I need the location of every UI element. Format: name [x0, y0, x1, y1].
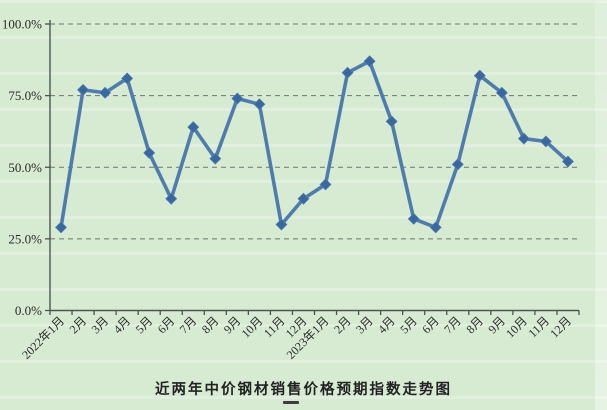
- price-index-line: [59, 59, 570, 230]
- x-axis-tick-label: 3月: [89, 314, 112, 337]
- data-point-marker: [253, 98, 266, 111]
- x-axis-tick-label: 3月: [353, 314, 376, 337]
- chart-title: 近两年中价钢材销售价格预期指数走势图: [155, 382, 452, 398]
- x-axis-tick-label: 6月: [419, 314, 442, 337]
- data-point-marker: [319, 178, 332, 191]
- data-point-marker: [517, 132, 530, 145]
- x-axis-tick-label: 2022年1月: [19, 314, 67, 362]
- x-axis-tick-label: 4月: [375, 314, 398, 337]
- x-axis-tick-label: 4月: [111, 314, 134, 337]
- x-axis-tick-label: 2月: [331, 314, 354, 337]
- data-point-marker: [407, 212, 420, 225]
- data-point-marker: [275, 218, 288, 231]
- data-point-marker: [363, 55, 376, 68]
- x-axis-tick-label: 8月: [463, 314, 486, 337]
- data-point-marker: [187, 121, 200, 134]
- x-axis-tick-label: 8月: [199, 314, 222, 337]
- x-axis-tick-label: 7月: [177, 314, 200, 337]
- data-point-marker: [143, 146, 156, 159]
- title-underline-mark: [283, 401, 299, 404]
- data-point-marker: [451, 158, 464, 171]
- data-point-marker: [562, 155, 574, 168]
- x-axis-tick-label: 2月: [67, 314, 90, 337]
- y-axis-tick-label: 75.0%: [8, 88, 42, 103]
- data-point-marker: [77, 83, 90, 96]
- data-point-marker: [385, 115, 398, 128]
- x-axis-tick-label: 5月: [133, 314, 156, 337]
- y-axis-tick-label: 25.0%: [8, 231, 42, 246]
- data-point-marker: [341, 66, 354, 79]
- x-axis-tick-label: 5月: [397, 314, 420, 337]
- data-point-marker: [55, 221, 67, 234]
- y-axis-tick-label: 100.0%: [2, 17, 42, 32]
- x-axis-tick-label: 7月: [441, 314, 464, 337]
- data-point-marker: [539, 135, 552, 148]
- x-axis-tick-label: 10月: [503, 314, 530, 341]
- x-axis-tick-label: 6月: [155, 314, 178, 337]
- data-point-marker: [495, 86, 508, 99]
- x-axis-tick-label: 10月: [239, 314, 266, 341]
- data-point-marker: [99, 86, 112, 99]
- x-axis-tick-label: 11月: [525, 314, 552, 341]
- y-axis-tick-label: 50.0%: [8, 160, 42, 175]
- data-point-marker: [429, 221, 442, 234]
- y-axis-tick-label: 0.0%: [15, 303, 42, 318]
- data-point-marker: [473, 69, 486, 82]
- data-point-marker: [165, 192, 178, 205]
- data-point-marker: [209, 152, 222, 165]
- data-point-marker: [121, 72, 134, 85]
- x-axis-tick-label: 11月: [261, 314, 288, 341]
- data-point-marker: [231, 92, 244, 105]
- x-axis-tick-label: 12月: [547, 314, 574, 341]
- data-point-marker: [297, 192, 310, 205]
